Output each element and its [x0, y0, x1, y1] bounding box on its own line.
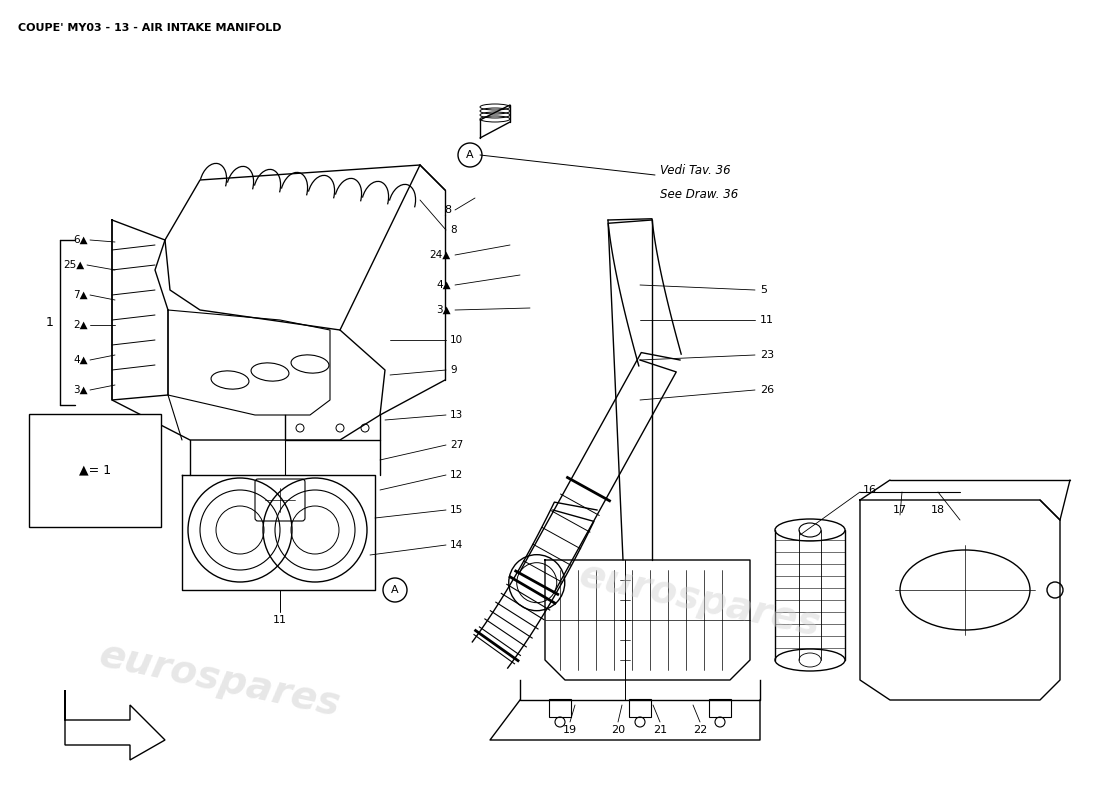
Text: 5: 5	[760, 285, 767, 295]
Text: eurospares: eurospares	[576, 556, 824, 644]
Text: 3▲: 3▲	[437, 305, 451, 315]
Text: 8: 8	[450, 225, 456, 235]
Text: eurospares: eurospares	[96, 636, 344, 724]
Text: 9: 9	[450, 365, 456, 375]
Text: 11: 11	[273, 615, 287, 625]
Text: 4▲: 4▲	[437, 280, 451, 290]
Text: 16: 16	[864, 485, 877, 495]
Text: 7▲: 7▲	[74, 290, 88, 300]
Text: 18: 18	[931, 505, 945, 515]
Text: 22: 22	[693, 725, 707, 735]
Polygon shape	[65, 690, 165, 760]
Text: 1: 1	[46, 317, 54, 330]
Text: 17: 17	[893, 505, 907, 515]
Text: 26: 26	[760, 385, 774, 395]
Text: 11: 11	[760, 315, 774, 325]
Text: 24▲: 24▲	[430, 250, 451, 260]
Text: 25▲: 25▲	[64, 260, 85, 270]
Text: 21: 21	[653, 725, 667, 735]
Text: 14: 14	[450, 540, 463, 550]
Text: 4▲: 4▲	[74, 355, 88, 365]
Text: COUPE' MY03 - 13 - AIR INTAKE MANIFOLD: COUPE' MY03 - 13 - AIR INTAKE MANIFOLD	[18, 23, 282, 33]
Text: A: A	[392, 585, 399, 595]
Text: 2▲: 2▲	[74, 320, 88, 330]
Text: ▲= 1: ▲= 1	[79, 463, 111, 477]
Text: 20: 20	[610, 725, 625, 735]
Text: A: A	[466, 150, 474, 160]
Text: See Draw. 36: See Draw. 36	[660, 189, 738, 202]
Text: 3▲: 3▲	[74, 385, 88, 395]
Text: 27: 27	[450, 440, 463, 450]
Text: 15: 15	[450, 505, 463, 515]
Text: 19: 19	[563, 725, 578, 735]
Text: 12: 12	[450, 470, 463, 480]
Text: 13: 13	[450, 410, 463, 420]
Text: 8: 8	[444, 205, 451, 215]
Text: 23: 23	[760, 350, 774, 360]
Text: Vedi Tav. 36: Vedi Tav. 36	[660, 163, 730, 177]
Text: 6▲: 6▲	[74, 235, 88, 245]
Text: 10: 10	[450, 335, 463, 345]
